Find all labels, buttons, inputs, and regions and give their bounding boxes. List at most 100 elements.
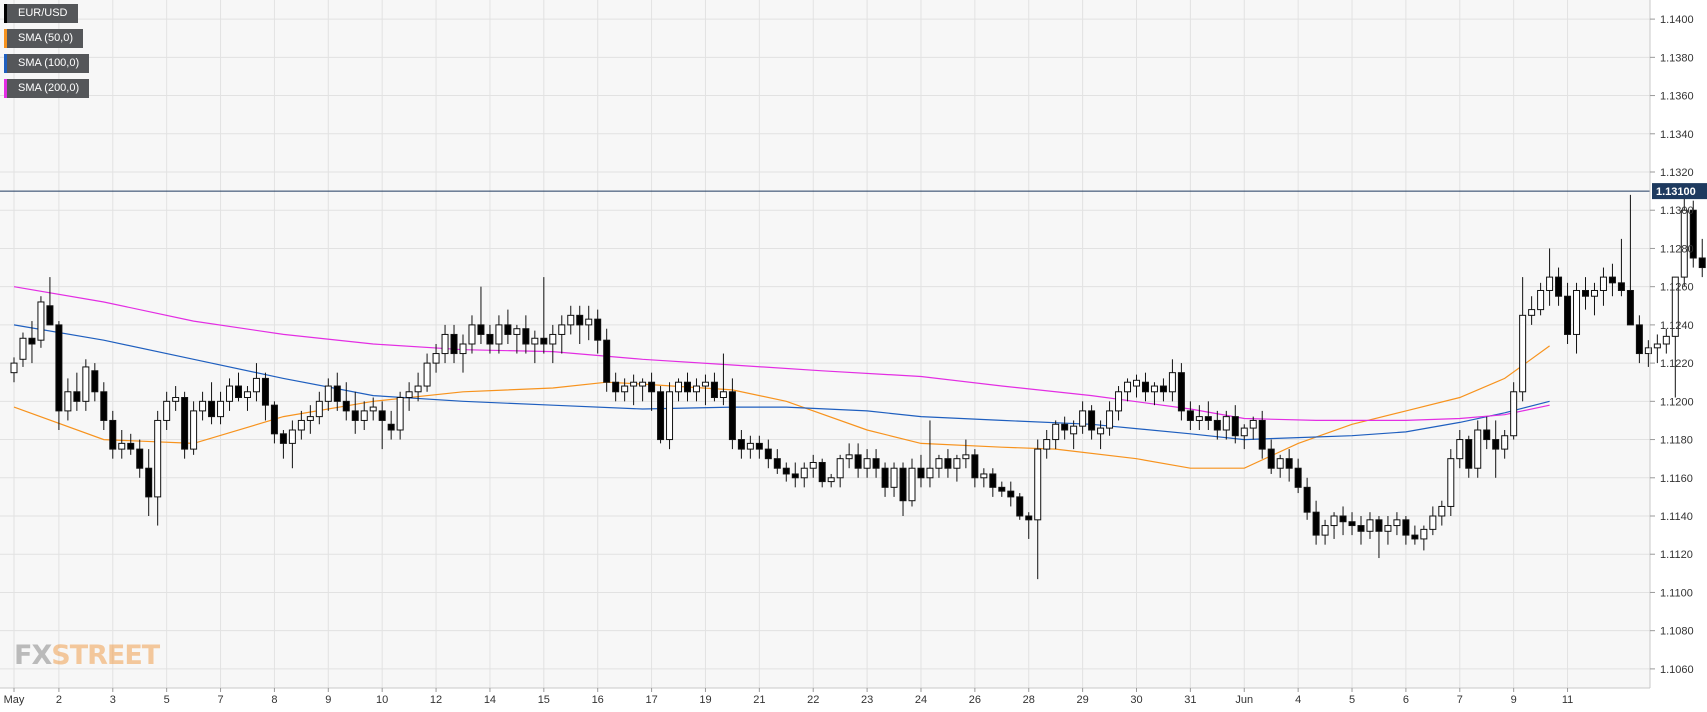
current-price-line: 1.13100: [0, 183, 1707, 200]
candle-body: [1357, 525, 1365, 532]
candle-bullish: [64, 378, 72, 421]
candle-bearish: [55, 321, 63, 430]
candle-bullish: [172, 386, 180, 411]
candle-body: [118, 442, 126, 450]
candle-bullish: [360, 401, 368, 430]
candle-bearish: [1007, 481, 1015, 507]
candle-bearish: [899, 462, 907, 516]
candle-bullish: [701, 374, 709, 406]
candle-bullish: [845, 443, 853, 469]
candle-body: [1141, 381, 1149, 393]
candle-body: [1133, 379, 1140, 387]
candle-body: [1240, 427, 1248, 437]
y-tick-label: 1.1180: [1660, 435, 1693, 447]
candle-body: [1528, 309, 1536, 316]
candle-body: [1007, 490, 1015, 498]
candle-body: [243, 391, 251, 399]
candle-bearish: [1635, 315, 1643, 364]
candle-body: [845, 454, 853, 460]
candle-body: [1330, 515, 1338, 527]
candle-bullish: [154, 410, 162, 526]
x-tick-label: 30: [1130, 694, 1142, 706]
candle-body: [1348, 521, 1356, 527]
legend-item[interactable]: EUR/USD: [4, 4, 78, 23]
candle-bearish: [1617, 238, 1625, 297]
candle-bullish: [962, 439, 970, 469]
candle-bullish: [1590, 282, 1598, 316]
candle-bullish: [1150, 382, 1158, 406]
candle-bearish: [1088, 405, 1096, 440]
candle-body: [1258, 419, 1266, 450]
candle-body: [1537, 289, 1545, 311]
candle-body: [495, 324, 503, 345]
candle-body: [1043, 439, 1051, 450]
candle-body: [854, 454, 862, 469]
candle-bearish: [522, 315, 530, 354]
legend-item[interactable]: SMA (50,0): [4, 29, 84, 48]
candle-body: [558, 324, 566, 335]
candle-body: [378, 410, 386, 421]
candle-bearish: [710, 372, 718, 402]
x-tick-label: 31: [1184, 694, 1196, 706]
candle-body: [55, 324, 63, 412]
candle-bullish: [1537, 282, 1545, 316]
candle-bullish: [1034, 439, 1042, 580]
candle-bullish: [1510, 382, 1518, 440]
x-tick-label: 9: [1511, 694, 1517, 706]
candle-body: [935, 458, 943, 469]
x-tick-label: 2: [56, 694, 62, 706]
x-tick-label: 28: [1023, 694, 1035, 706]
candle-bullish: [549, 324, 557, 364]
candle-bullish: [1420, 525, 1428, 551]
candle-bearish: [818, 458, 826, 488]
candle-body: [549, 333, 557, 345]
candle-body: [863, 458, 871, 469]
candle-bullish: [1393, 512, 1401, 536]
candle-body: [1555, 276, 1563, 297]
candle-body: [1698, 257, 1706, 269]
candle-body: [19, 337, 27, 360]
candle-bearish: [1213, 410, 1221, 440]
candle-body: [944, 458, 952, 469]
candle-bullish: [37, 296, 45, 348]
x-tick-label: 24: [915, 694, 927, 706]
y-axis: 1.1060 1.1080 1.1100 1.1120 1.1140 1.1160 1.11…: [1649, 0, 1694, 688]
candle-body: [1115, 391, 1123, 412]
candle-bullish: [567, 305, 575, 335]
candle-body: [603, 339, 611, 383]
candle-bearish: [1312, 500, 1320, 545]
candle-bearish: [791, 462, 799, 488]
legend-item[interactable]: SMA (100,0): [4, 54, 90, 73]
candle-body: [1573, 289, 1581, 335]
logo-part-fx: FX: [14, 640, 52, 671]
candle-bullish: [118, 430, 126, 459]
candle-body: [91, 370, 99, 393]
candle-body: [1195, 416, 1203, 421]
candle-body: [1582, 289, 1589, 297]
candle-bearish: [1177, 363, 1185, 421]
candle-body: [890, 467, 898, 488]
candle-body: [728, 391, 736, 441]
candle-body: [531, 337, 539, 345]
candle-body: [648, 381, 656, 393]
x-axis: May 2 3 5 7 8 9 10 12 14 15 16 17 19 21 22 23 24 26 28 29 30 3…: [0, 687, 1650, 706]
candle-body: [980, 473, 988, 479]
candle-bullish: [1429, 506, 1437, 536]
candle-body: [261, 377, 269, 406]
candle-body: [692, 385, 700, 393]
candle-body: [1025, 515, 1033, 521]
candle-body: [630, 381, 638, 387]
candle-body: [782, 467, 790, 475]
candle-bullish: [432, 344, 440, 373]
legend-item[interactable]: SMA (200,0): [4, 79, 90, 98]
candle-body: [1429, 515, 1437, 530]
candle-body: [73, 391, 81, 402]
candle-body: [1088, 410, 1096, 431]
candle-bullish: [1644, 340, 1652, 367]
candle-bullish: [190, 401, 198, 455]
candle-body: [612, 381, 620, 393]
candle-bearish: [998, 481, 1006, 497]
candle-bearish: [145, 449, 153, 516]
candle-body: [1671, 276, 1679, 337]
